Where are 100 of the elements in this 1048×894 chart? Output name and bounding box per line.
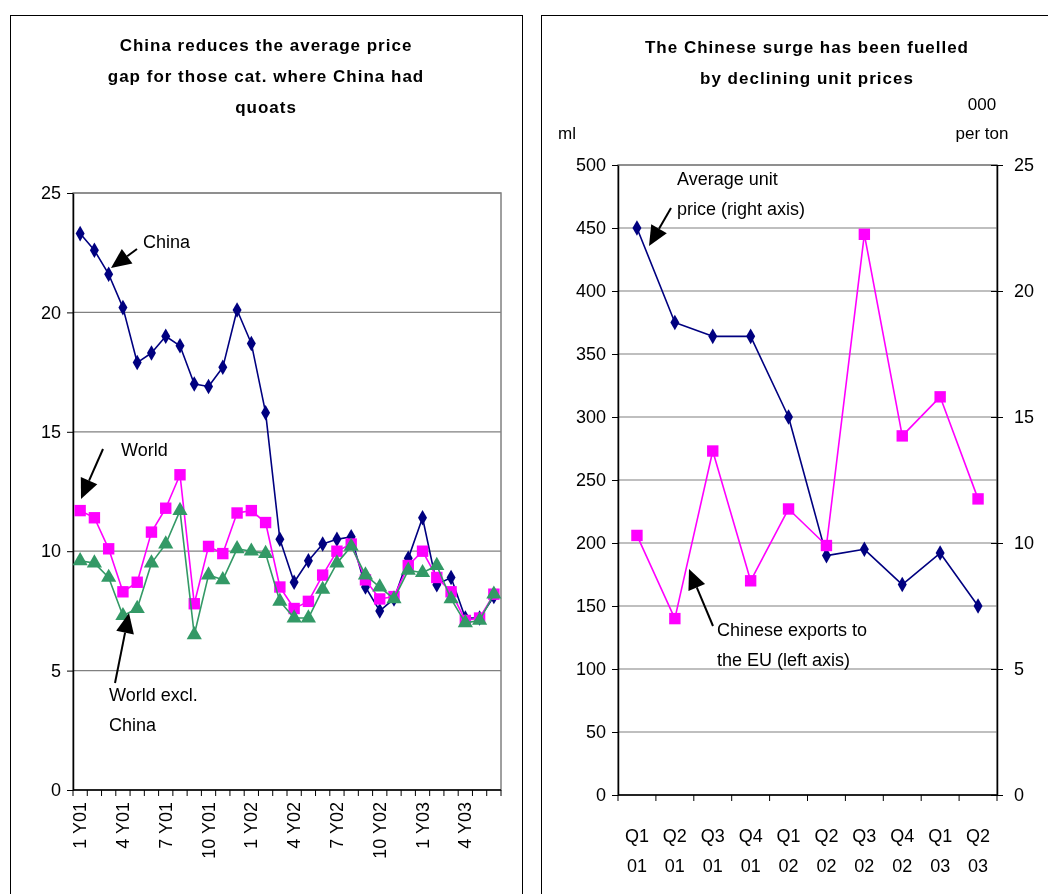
point [158,535,174,549]
point [229,540,245,554]
x-tick-label: Q2 03 [966,826,991,876]
point [129,599,145,613]
point [707,445,719,457]
point [414,563,431,578]
point [357,566,374,580]
point [258,544,274,558]
x-tick-label: Q1 03 [928,826,953,876]
y2-tick-label: 25 [1014,155,1035,176]
text: World excl. China [109,685,198,735]
point [302,595,315,608]
y2-tick-label: 20 [1014,281,1035,302]
point [416,545,429,557]
point [443,590,459,604]
point [315,580,331,594]
x-tick-label: Q3 02 [852,826,877,876]
point [231,507,243,519]
y-tick-label: 500 [575,155,606,176]
y2-tick-label: 15 [1014,407,1035,428]
x-tick-label: 4 Y03 [455,802,476,849]
point [243,542,259,556]
point [858,228,871,240]
y-tick-label: 400 [575,281,606,302]
point [217,547,229,560]
point [820,539,833,552]
point [117,586,129,598]
point [172,501,188,515]
point [372,578,388,592]
x-tick-label: Q4 01 [738,826,763,876]
x-tick-label: Q2 02 [814,826,839,876]
point [174,469,186,481]
x-tick-label: 10 Y02 [369,802,390,859]
point [102,543,115,555]
point [131,576,143,588]
y2-tick-label: 10 [1014,533,1035,554]
y2-tick-label: 0 [1014,785,1025,806]
x-tick-label: 7 Y02 [326,802,347,849]
point [316,569,329,581]
x-tick-label: 1 Y02 [241,802,262,849]
y-tick-label: 20 [40,302,61,323]
point [286,609,302,623]
y-tick-label: 10 [40,541,61,562]
y-tick-label: 350 [575,344,606,365]
point [143,554,160,568]
series-label: World [121,440,168,460]
point [72,551,88,566]
point [272,592,288,606]
point [202,540,215,553]
x-tick-label: Q1 01 [624,826,649,876]
y-tick-label: 0 [50,780,61,801]
y-tick-label: 200 [575,533,606,554]
point [972,493,984,505]
chart-title: The Chinese surge has been fuelled by declining unit prices [644,38,970,88]
point [934,391,946,403]
x-tick-label: Q4 02 [890,826,915,876]
point [145,526,158,538]
y-tick-label: 300 [575,407,606,428]
y-tick-label: 450 [575,218,606,239]
point [186,626,202,640]
point [259,516,272,529]
y-tick-label: 150 [575,596,606,617]
point [245,504,258,517]
point [374,593,386,605]
y-tick-label: 5 [50,660,61,681]
point [215,571,231,585]
point [669,612,681,625]
point [101,568,117,582]
x-tick-label: Q2 01 [662,826,687,876]
y-tick-label: 250 [575,470,606,491]
point [160,502,172,514]
point [782,503,795,515]
y2-axis-title: 000 per ton [955,95,1009,143]
y-tick-label: 0 [595,785,606,806]
x-tick-label: 10 Y01 [198,802,219,859]
point [331,545,343,557]
x-tick-label: Q1 02 [776,826,801,876]
y-axis-title: ml [558,124,576,143]
x-tick-label: 7 Y01 [155,802,176,849]
text: Chinese exports to the EU (left axis) [717,620,868,670]
y2-tick-label: 5 [1014,659,1025,680]
x-tick-label: Q3 01 [700,826,725,876]
x-tick-label: 1 Y01 [70,802,91,849]
point [329,554,345,568]
y-tick-label: 100 [575,659,606,680]
y-tick-label: 15 [40,422,61,443]
point [744,575,757,587]
point [200,566,217,580]
point [631,529,643,542]
y-tick-label: 25 [40,183,61,204]
point [896,430,908,442]
y-tick-label: 50 [585,722,606,743]
point [74,504,86,517]
x-tick-label: 1 Y03 [412,802,433,849]
point [86,554,102,568]
chart-title: China reduces the average price gap for those cat. where China had quoats [107,36,425,117]
x-tick-label: 4 Y02 [284,802,305,849]
point [429,556,445,570]
text: Average unit price (right axis) [677,169,806,219]
x-tick-label: 4 Y01 [112,802,133,849]
